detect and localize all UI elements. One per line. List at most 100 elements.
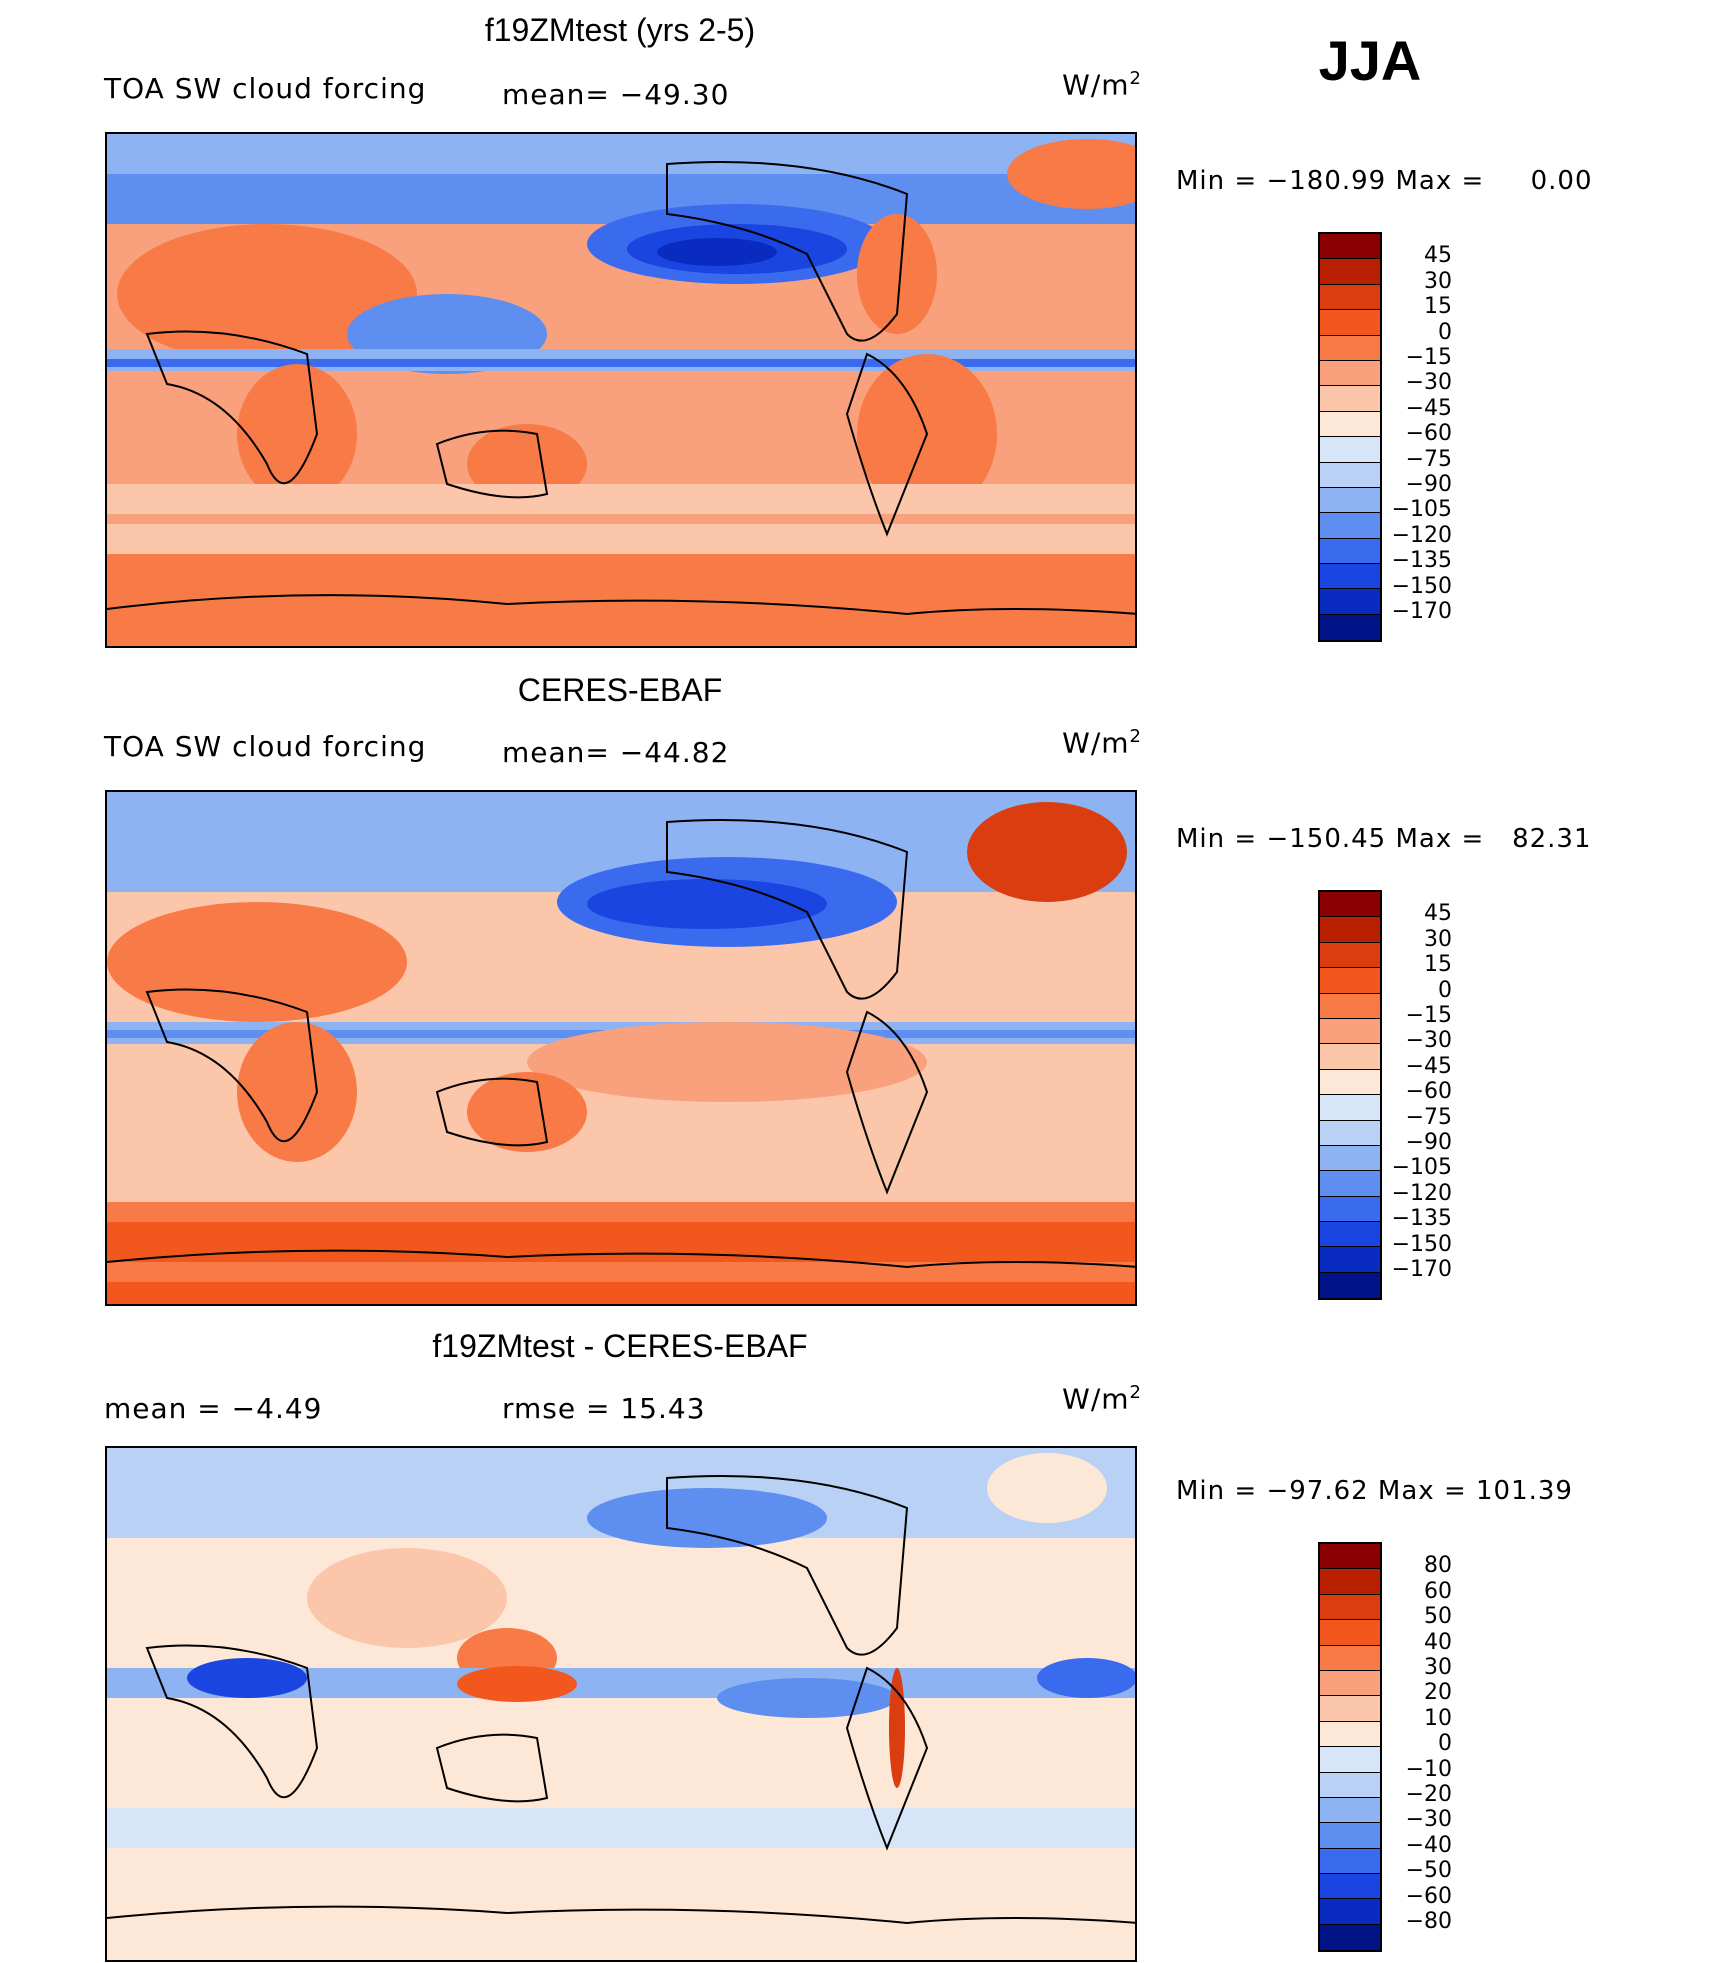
colorbar-swatch	[1320, 968, 1380, 994]
colorbar-swatch	[1320, 1924, 1380, 1951]
colorbar-tick-label: 20	[1424, 1680, 1452, 1706]
map-model	[105, 132, 1137, 648]
colorbar-swatch	[1320, 892, 1380, 918]
colorbar-swatch	[1320, 1247, 1380, 1273]
colorbar-swatch	[1320, 1747, 1380, 1773]
colorbar-tick-label: −45	[1405, 395, 1452, 421]
colorbar-swatch	[1320, 1222, 1380, 1248]
colorbar-tick-label: 15	[1424, 294, 1452, 320]
colorbar-swatch	[1320, 411, 1380, 438]
colorbar-swatch	[1320, 1569, 1380, 1595]
colorbar-tick-label: −170	[1391, 1257, 1452, 1282]
colorbar-tick-label: 45	[1424, 243, 1452, 269]
colorbar-tick-label: −15	[1405, 1003, 1452, 1028]
panel-difference: f19ZMtest - CERES-EBAF mean = −4.49 rmse…	[0, 1318, 1710, 1963]
colorbar-tick-label: −90	[1405, 1130, 1452, 1155]
colorbar-swatch	[1320, 1272, 1380, 1299]
colorbar-tick-label: 0	[1438, 1731, 1452, 1757]
colorbar-swatch	[1320, 360, 1380, 387]
colorbar-swatch	[1320, 1645, 1380, 1671]
min-max-label: Min = −97.62 Max = 101.39	[1176, 1476, 1573, 1506]
colorbar-model	[1318, 232, 1382, 643]
colorbar-swatch	[1320, 1145, 1380, 1172]
colorbar-tick-label: −20	[1405, 1782, 1452, 1807]
panel-model: f19ZMtest (yrs 2-5) TOA SW cloud forcing…	[0, 0, 1710, 660]
colorbar-tick-label: 15	[1424, 952, 1452, 978]
mean-label: mean= −44.82	[502, 736, 730, 769]
colorbar-difference	[1318, 1542, 1382, 1953]
colorbar-tick-label: −150	[1391, 1231, 1452, 1257]
colorbar-swatch	[1320, 1696, 1380, 1722]
colorbar-swatch	[1320, 1018, 1380, 1045]
colorbar-swatch	[1320, 1721, 1380, 1748]
colorbar-tick-label: −150	[1391, 573, 1452, 599]
colorbar-tick-label: 50	[1424, 1604, 1452, 1630]
mean-label: mean= −49.30	[502, 78, 730, 111]
units-label: W/m2	[1062, 68, 1142, 102]
colorbar-swatch	[1320, 1848, 1380, 1875]
colorbar-tick-label: −15	[1405, 345, 1452, 370]
map-field-difference	[107, 1448, 1135, 1960]
colorbar-swatch	[1320, 487, 1380, 514]
colorbar-tick-label: −30	[1405, 370, 1452, 396]
colorbar-swatch	[1320, 310, 1380, 336]
colorbar-tick-label: 0	[1438, 319, 1452, 345]
units-label: W/m2	[1062, 726, 1142, 760]
colorbar-tick-label: 0	[1438, 977, 1452, 1003]
colorbar-tick-label: −45	[1405, 1053, 1452, 1079]
colorbar-tick-label: 10	[1424, 1705, 1452, 1731]
colorbar-swatch	[1320, 1069, 1380, 1096]
panel-title: f19ZMtest - CERES-EBAF	[432, 1328, 808, 1364]
min-max-label: Min = −180.99 Max = 0.00	[1176, 166, 1593, 196]
season-label: JJA	[1318, 29, 1422, 92]
colorbar-tick-label: 30	[1424, 926, 1452, 952]
colorbar-swatch	[1320, 942, 1380, 969]
colorbar-swatch	[1320, 462, 1380, 488]
colorbar-swatch	[1320, 1120, 1380, 1146]
colorbar-tick-label: −170	[1391, 599, 1452, 624]
colorbar-swatch	[1320, 513, 1380, 539]
colorbar-swatch	[1320, 1095, 1380, 1121]
colorbar-swatch	[1320, 1620, 1380, 1646]
colorbar-tick-label: −60	[1405, 1883, 1452, 1909]
colorbar-tick-label: 30	[1424, 268, 1452, 294]
map-field-model	[107, 134, 1135, 646]
colorbar-swatch	[1320, 1823, 1380, 1849]
colorbar-tick-label: 40	[1424, 1629, 1452, 1655]
colorbar-swatch	[1320, 1044, 1380, 1070]
colorbar-swatch	[1320, 1594, 1380, 1621]
colorbar-tick-label: −75	[1405, 1104, 1452, 1130]
colorbar-tick-label: −10	[1405, 1756, 1452, 1782]
colorbar-swatch	[1320, 284, 1380, 311]
rmse-label: rmse = 15.43	[502, 1392, 706, 1425]
colorbar-tick-label: −60	[1405, 1079, 1452, 1105]
colorbar-swatch	[1320, 437, 1380, 463]
colorbar-swatch	[1320, 234, 1380, 260]
colorbar-swatch	[1320, 1772, 1380, 1798]
colorbar-swatch	[1320, 335, 1380, 361]
colorbar-tick-label: −90	[1405, 472, 1452, 497]
colorbar-tick-label: 30	[1424, 1655, 1452, 1680]
panel-observation: CERES-EBAF TOA SW cloud forcing mean= −4…	[0, 660, 1710, 1320]
colorbar-tick-label: −120	[1391, 522, 1452, 548]
units-label: W/m2	[1062, 1382, 1142, 1416]
colorbar-tick-label: 80	[1424, 1553, 1452, 1579]
colorbar-tick-label: −105	[1391, 497, 1452, 523]
colorbar-tick-label: −60	[1405, 421, 1452, 447]
map-observation	[105, 790, 1137, 1306]
colorbar-tick-label: −80	[1405, 1909, 1452, 1934]
mean-label: mean = −4.49	[104, 1392, 323, 1425]
min-max-label: Min = −150.45 Max = 82.31	[1176, 824, 1592, 854]
colorbar-tick-label: −75	[1405, 446, 1452, 472]
colorbar-tick-label: −105	[1391, 1155, 1452, 1181]
colorbar-swatch	[1320, 917, 1380, 943]
variable-label: TOA SW cloud forcing	[104, 72, 427, 105]
colorbar-swatch	[1320, 1899, 1380, 1925]
colorbar-tick-label: −30	[1405, 1807, 1452, 1833]
colorbar-tick-label: −40	[1405, 1832, 1452, 1858]
colorbar-tick-label: −50	[1405, 1858, 1452, 1884]
colorbar-swatch	[1320, 614, 1380, 641]
colorbar-swatch	[1320, 1670, 1380, 1697]
colorbar-swatch	[1320, 589, 1380, 615]
colorbar-tick-label: −30	[1405, 1028, 1452, 1054]
